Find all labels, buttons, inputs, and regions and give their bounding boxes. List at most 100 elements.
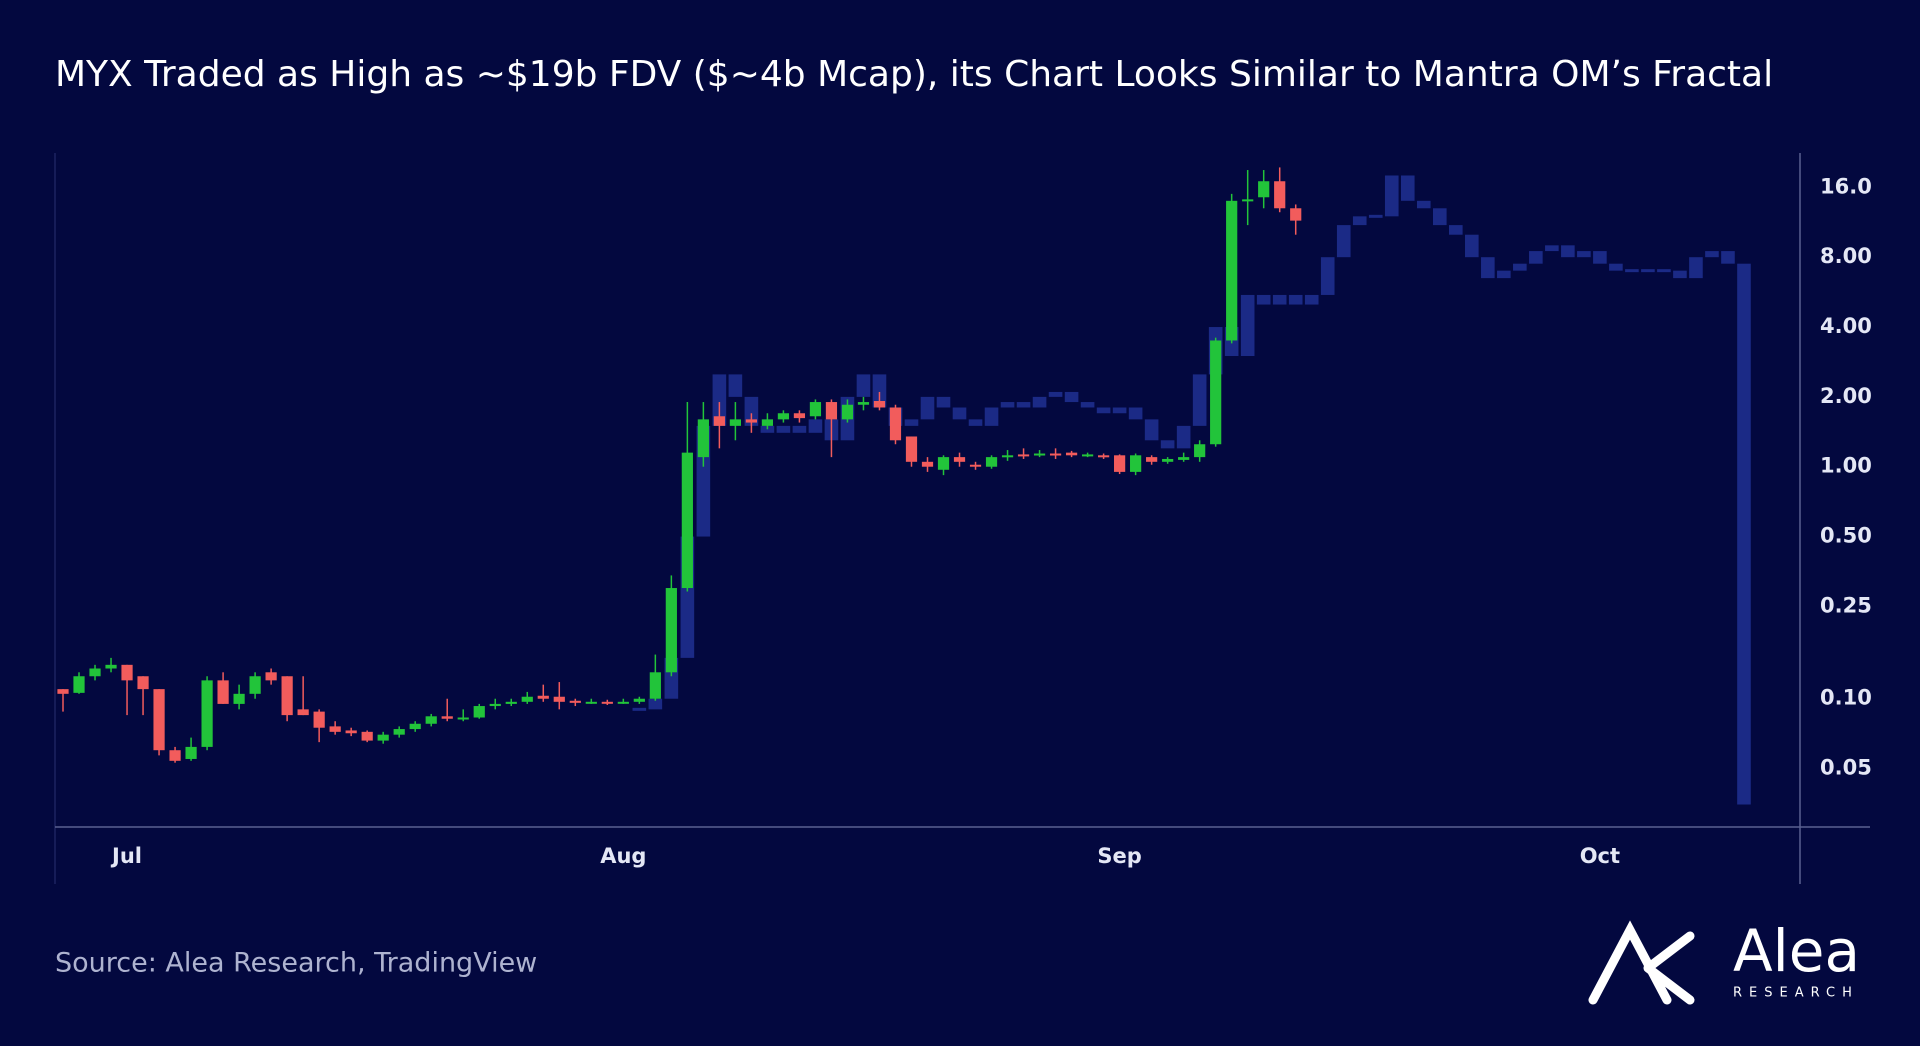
logo-mark — [1588, 920, 1695, 1005]
candle-body — [249, 676, 261, 694]
background-bar — [1240, 294, 1255, 357]
candle-body — [233, 693, 245, 704]
background-bar — [904, 419, 919, 426]
background-bar — [1336, 225, 1351, 258]
background-bar — [1032, 396, 1047, 408]
y-tick-label: 0.25 — [1820, 593, 1872, 617]
background-bar — [1128, 407, 1143, 420]
candle-body — [441, 716, 453, 719]
candle-body — [1194, 444, 1206, 458]
candle-body — [1114, 455, 1126, 472]
background-bar — [760, 425, 775, 433]
candle-body — [217, 680, 229, 704]
candle-body — [761, 419, 774, 426]
background-bar — [1272, 294, 1287, 305]
y-tick-label: 16.0 — [1820, 174, 1872, 198]
candle-body — [121, 664, 133, 681]
candle-body — [1065, 452, 1078, 456]
y-tick-label: 0.10 — [1820, 686, 1872, 710]
candle-body — [1097, 455, 1110, 458]
background-bar — [744, 396, 759, 426]
candle-body — [521, 696, 533, 702]
background-bar — [712, 374, 727, 426]
background-bar — [1705, 251, 1719, 258]
candle-body — [633, 698, 645, 702]
candle-body — [1081, 454, 1094, 457]
background-bar — [1288, 294, 1303, 305]
background-bar — [872, 374, 887, 408]
candle-body — [1290, 208, 1302, 221]
candle-body — [361, 731, 373, 741]
candle-body — [857, 402, 870, 405]
logo: Alea RESEARCH — [1588, 917, 1860, 1005]
candle-body — [793, 413, 806, 419]
candle-body — [601, 701, 613, 704]
candle-body — [745, 419, 758, 423]
background-bar — [1577, 251, 1591, 258]
candle-body — [537, 695, 549, 699]
candle-body — [409, 723, 421, 730]
candle-body — [313, 711, 325, 728]
background-bar — [1256, 294, 1271, 305]
background-bar — [1384, 175, 1399, 217]
chart-title: MYX Traded as High as ~$19b FDV ($~4b Mc… — [55, 54, 1773, 95]
candle-body — [329, 726, 341, 732]
background-bar — [1112, 407, 1127, 414]
background-bar — [1016, 402, 1031, 408]
candle-body — [569, 700, 581, 703]
candle-body — [265, 672, 277, 681]
candle-body — [665, 588, 677, 673]
candle-body — [1242, 199, 1254, 202]
background-bar — [1448, 225, 1463, 235]
candle-body — [473, 706, 485, 718]
background-bar — [1048, 391, 1063, 397]
background-bar — [968, 419, 983, 426]
candle-body — [457, 717, 469, 720]
candle-body — [985, 457, 998, 467]
candle-body — [937, 457, 950, 470]
background-bar — [1657, 269, 1671, 273]
candle-body — [169, 750, 181, 761]
background-bar — [776, 425, 791, 433]
background-bar — [1160, 440, 1175, 449]
y-tick-label: 8.00 — [1820, 244, 1872, 268]
candle-body — [553, 696, 565, 702]
x-tick-label: Aug — [600, 844, 646, 868]
background-bar — [1497, 270, 1511, 279]
background-bar — [1737, 263, 1751, 805]
candle-body — [777, 413, 790, 420]
candle-body — [713, 416, 725, 426]
candle-body — [1146, 457, 1158, 462]
x-tick-label: Sep — [1097, 844, 1141, 868]
background-bar — [792, 425, 807, 433]
candle-body — [1162, 458, 1174, 462]
background-bar — [1192, 374, 1207, 426]
candle-body — [585, 701, 597, 704]
candle-body — [969, 464, 982, 467]
candle-body — [137, 676, 149, 690]
x-tick-label: Jul — [110, 844, 142, 868]
candle-body — [393, 729, 405, 735]
candle-body — [1258, 181, 1270, 198]
background-bar — [984, 407, 999, 426]
background-bar — [1416, 200, 1431, 209]
background-bar — [1641, 269, 1655, 273]
candle-body — [889, 407, 902, 441]
candle-body — [281, 676, 293, 716]
candle-body — [697, 419, 709, 458]
background-bar — [1352, 216, 1367, 226]
y-tick-label: 0.05 — [1820, 756, 1872, 780]
background-bar — [1080, 402, 1095, 408]
candle-body — [921, 461, 934, 467]
y-tick-label: 2.00 — [1820, 384, 1872, 408]
source-note: Source: Alea Research, TradingView — [55, 948, 537, 979]
candle-body — [1210, 340, 1222, 445]
x-tick-label: Oct — [1580, 844, 1620, 868]
candle-body — [873, 400, 886, 408]
background-bar — [1609, 263, 1623, 271]
background-bar — [952, 407, 967, 420]
background-bar — [936, 396, 951, 408]
background-bar — [808, 419, 823, 433]
background-bar — [1000, 402, 1015, 408]
